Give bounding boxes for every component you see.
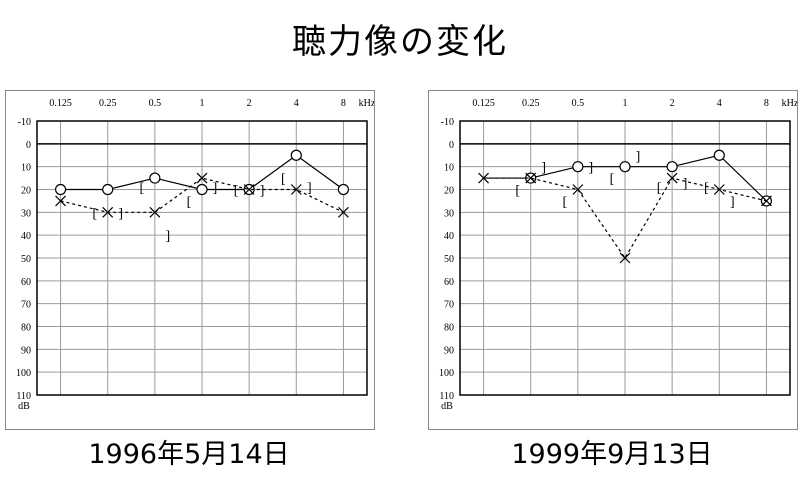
y-tick-label: 80 — [444, 323, 454, 334]
audiogram-svg-1999: 0.125 0.25 0.5 1 2 4 8 kHz -10 0 10 20 30 40 50 60 70 80 9… — [439, 98, 797, 412]
left-ear-bone-point: ] — [118, 206, 123, 221]
right-ear-bone-point: [ — [140, 181, 145, 196]
right-ear-air-point — [713, 149, 725, 161]
left-ear-bone-point: ] — [307, 181, 312, 196]
left-ear-bone-point: ] — [213, 181, 218, 196]
x-unit-label: kHz — [782, 98, 797, 109]
right-ear-bone-point: [ — [704, 181, 709, 196]
y-tick-label: -10 — [441, 117, 454, 128]
left-ear-bone-point: ] — [589, 161, 594, 176]
right-ear-air-point — [290, 149, 302, 161]
y-tick-label: 60 — [21, 277, 31, 288]
y-tick-label: 0 — [449, 140, 454, 151]
chart-caption-1996: 1996年5月14日 — [88, 439, 290, 470]
y-tick-label: 10 — [444, 163, 454, 174]
right-ear-bone-point: [ — [281, 172, 286, 187]
left-ear-air-point — [338, 206, 349, 218]
right-ear-bone-point: [ — [515, 184, 520, 199]
x-tick-label: 1 — [623, 98, 628, 109]
audiogram-chart-1996: 0.125 0.25 0.5 1 2 4 8 kHz -10 0 10 20 30 40 50 60 70 80 9… — [5, 90, 375, 430]
right-ear-air-point — [572, 161, 584, 173]
right-ear-air-line — [530, 154, 767, 202]
left-ear-bone-point: ] — [636, 149, 641, 164]
x-unit-label: kHz — [359, 98, 374, 109]
left-ear-bone-point: ] — [260, 184, 265, 199]
page-title: 聴力像の変化 — [292, 22, 508, 62]
left-ear-air-point — [243, 184, 255, 195]
y-tick-label: 30 — [21, 208, 31, 219]
plot-frame — [36, 120, 368, 396]
x-tick-label: 4 — [717, 98, 722, 109]
chart-caption-1999: 1999年9月13日 — [511, 439, 713, 470]
x-tick-label: 0.125 — [472, 98, 495, 109]
left-ear-air-point — [525, 172, 537, 184]
right-ear-bone-point: [ — [92, 206, 97, 221]
y-tick-label: -10 — [18, 117, 31, 128]
left-ear-air-point — [666, 172, 678, 184]
right-ear-air-point — [54, 183, 67, 196]
x-tick-label: 0.25 — [99, 98, 117, 109]
left-ear-bone-point: ] — [541, 161, 546, 176]
x-tick-label: 2 — [247, 98, 252, 109]
left-ear-air-point — [290, 184, 302, 195]
x-tick-label: 8 — [764, 98, 769, 109]
x-tick-label: 0.5 — [572, 98, 585, 109]
left-ear-bone-point: ] — [730, 195, 735, 210]
y-tick-label: 40 — [444, 231, 454, 242]
right-ear-bone-point: [ — [187, 195, 192, 210]
right-ear-air-point — [196, 183, 208, 196]
y-tick-label: 90 — [444, 345, 454, 356]
x-tick-label: 0.5 — [149, 98, 162, 109]
y-tick-label: 110 — [439, 391, 454, 402]
x-tick-label: 2 — [670, 98, 675, 109]
x-tick-label: 8 — [341, 98, 346, 109]
y-unit-label: dB — [441, 401, 453, 412]
right-ear-bone-point: [ — [657, 181, 662, 196]
right-ear-air-point — [666, 161, 678, 173]
y-tick-label: 70 — [444, 300, 454, 311]
right-ear-air-point — [102, 183, 114, 196]
x-tick-label: 0.125 — [49, 98, 72, 109]
y-tick-label: 100 — [16, 368, 31, 379]
y-tick-label: 50 — [21, 254, 31, 265]
y-tick-label: 80 — [21, 323, 31, 334]
y-tick-label: 30 — [444, 208, 454, 219]
y-tick-label: 20 — [444, 186, 454, 197]
left-ear-bone-point: ] — [683, 177, 688, 192]
left-ear-air-point — [149, 206, 161, 218]
y-tick-label: 10 — [21, 163, 31, 174]
audiogram-svg-1996: 0.125 0.25 0.5 1 2 4 8 kHz -10 0 10 20 30 40 50 60 70 80 9… — [16, 98, 374, 412]
left-ear-air-point — [196, 172, 208, 184]
left-ear-air-point — [478, 172, 489, 184]
y-tick-label: 100 — [439, 368, 454, 379]
right-ear-bone-point: [ — [234, 184, 239, 199]
right-ear-bone-point: [ — [610, 172, 615, 187]
right-ear-air-point — [149, 172, 161, 184]
y-tick-label: 110 — [16, 391, 31, 402]
left-ear-air-point — [713, 184, 725, 195]
plot-frame — [459, 120, 791, 396]
left-ear-air-point — [619, 252, 631, 264]
x-tick-label: 0.25 — [522, 98, 540, 109]
right-ear-air-point — [337, 183, 350, 196]
left-ear-air-point — [761, 195, 772, 207]
y-tick-label: 90 — [21, 345, 31, 356]
x-tick-label: 4 — [294, 98, 299, 109]
y-tick-label: 20 — [21, 186, 31, 197]
y-tick-label: 40 — [21, 231, 31, 242]
y-tick-label: 60 — [444, 277, 454, 288]
left-ear-air-point — [102, 206, 114, 218]
right-ear-air-point — [619, 161, 631, 173]
right-ear-bone-point: [ — [563, 195, 568, 210]
left-ear-air-point — [572, 184, 584, 195]
left-ear-bone-point: ] — [166, 229, 171, 244]
y-tick-label: 0 — [26, 140, 31, 151]
y-tick-label: 70 — [21, 300, 31, 311]
x-tick-label: 1 — [200, 98, 205, 109]
y-unit-label: dB — [18, 401, 30, 412]
y-tick-label: 50 — [444, 254, 454, 265]
audiogram-chart-1999: 0.125 0.25 0.5 1 2 4 8 kHz -10 0 10 20 30 40 50 60 70 80 9… — [428, 90, 798, 430]
left-ear-air-point — [55, 195, 66, 207]
